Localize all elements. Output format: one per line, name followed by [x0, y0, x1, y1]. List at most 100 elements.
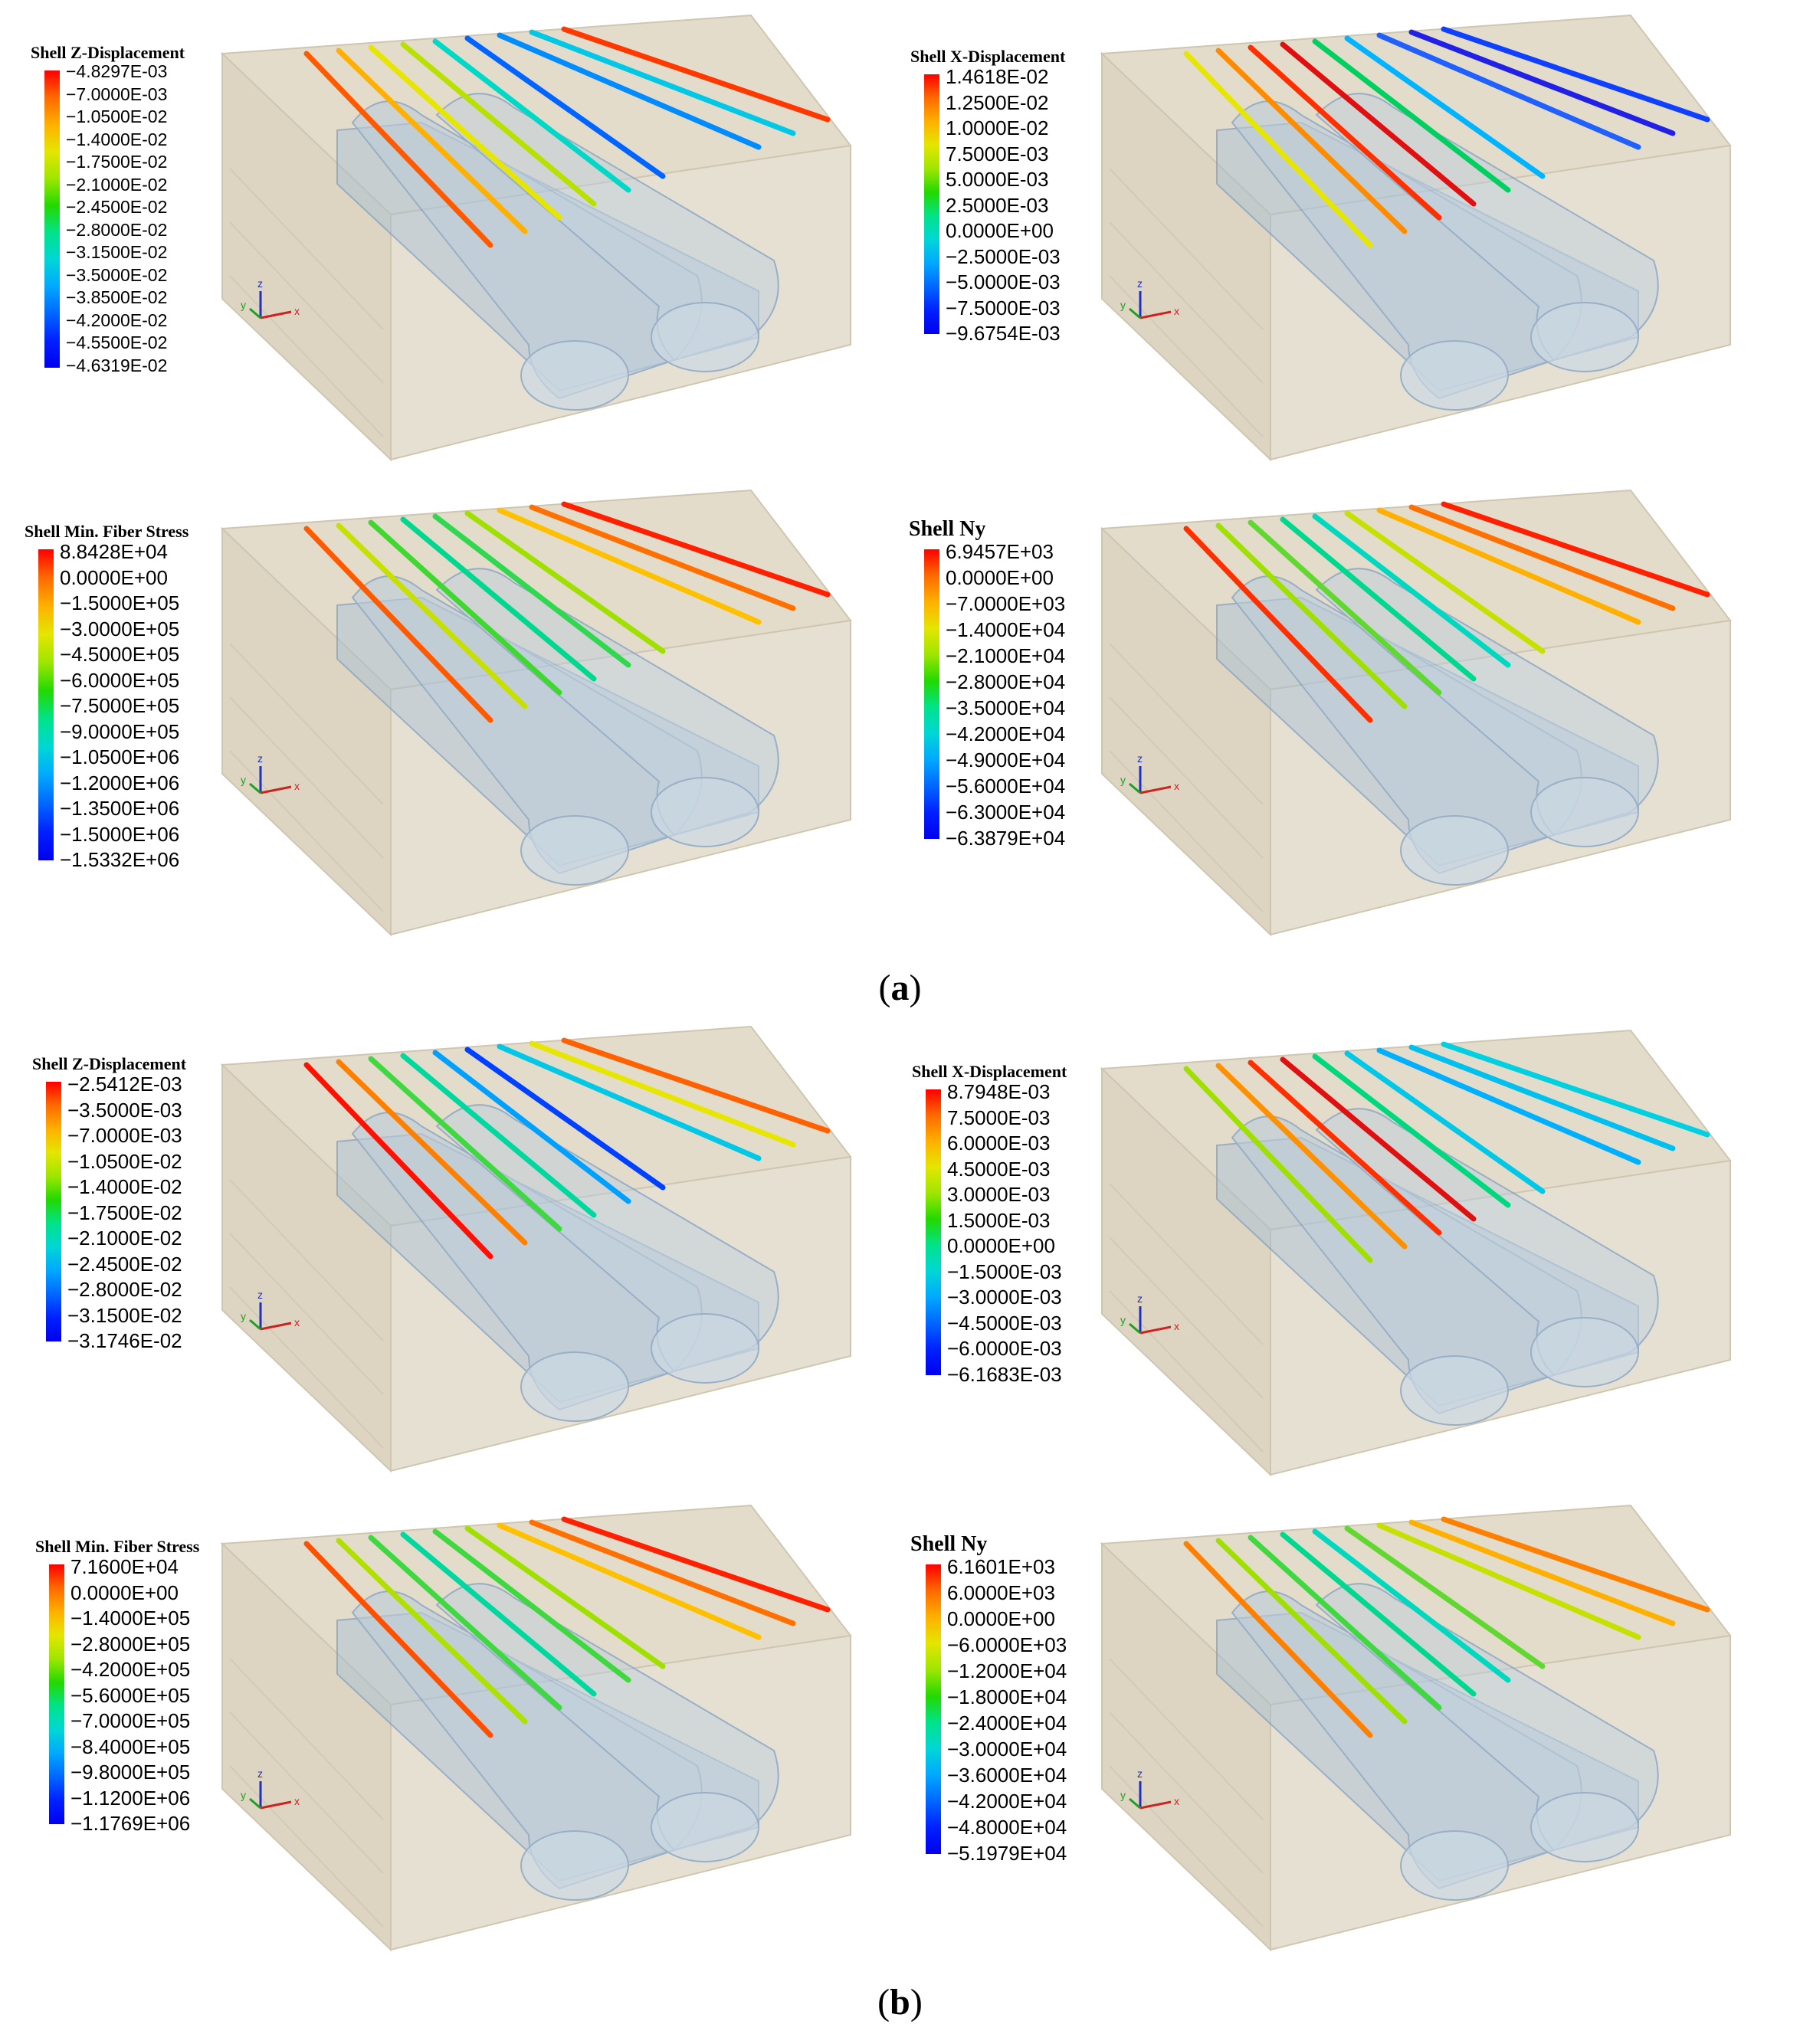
- station-structure: [1216, 1583, 1659, 1901]
- pipeline-7: [1376, 1522, 1641, 1640]
- legend-value: 2.5000E-03: [946, 193, 1049, 217]
- soil-seam: [1109, 1237, 1264, 1399]
- legend-value: −3.8500E-02: [66, 287, 168, 307]
- legend-value: −5.6000E+05: [70, 1683, 191, 1707]
- axis-x-line: [1139, 1325, 1172, 1335]
- legend-value: −1.1200E+06: [70, 1786, 191, 1810]
- pipeline-2: [336, 1059, 528, 1246]
- legend-value: 6.9457E+03: [946, 540, 1054, 563]
- pipeline-8: [529, 504, 796, 611]
- pipeline-6: [464, 510, 666, 654]
- caption-b-label: b: [890, 1982, 910, 2023]
- legend-value: −4.8297E-03: [66, 61, 168, 81]
- pipeline-3: [368, 1535, 562, 1711]
- legend-value: −9.6754E-03: [946, 322, 1061, 345]
- axis-z-label: z: [1137, 1767, 1143, 1780]
- legend-value: −3.5000E-03: [67, 1098, 182, 1122]
- axis-y-label: y: [241, 1789, 246, 1801]
- legend-value: −2.8000E-02: [67, 1278, 182, 1301]
- axis-y-line: [249, 1318, 261, 1331]
- tunnel-right-end: [651, 777, 759, 847]
- station-structure: [1216, 1108, 1659, 1426]
- legend-value: −1.7500E-02: [67, 1201, 182, 1224]
- soil-seam: [1109, 696, 1264, 859]
- legend-value: −1.5000E+06: [60, 822, 180, 846]
- pipeline-2: [1215, 1538, 1408, 1725]
- legend-value: −2.1000E-02: [67, 1227, 182, 1250]
- legend-value: 7.5000E-03: [947, 1106, 1051, 1129]
- pipeline-7: [1376, 1047, 1641, 1165]
- legend-value: −6.3879E+04: [946, 827, 1066, 850]
- axis-y-label: y: [241, 1310, 246, 1322]
- legend-value: −2.8000E+05: [70, 1632, 191, 1656]
- axis-z-label: z: [257, 1289, 263, 1301]
- legend-value: 1.2500E-02: [946, 90, 1049, 114]
- legend-value: −1.5000E-03: [947, 1259, 1062, 1283]
- axis-y-line: [1129, 307, 1141, 319]
- scene-b4: z x y: [1100, 1504, 1732, 1952]
- tunnel-right-end: [1530, 1792, 1639, 1862]
- tunnel-left-end: [520, 340, 629, 411]
- axis-y-line: [1129, 1797, 1141, 1810]
- tunnel-left-end: [520, 815, 629, 886]
- color-scale-bar: [46, 1082, 61, 1341]
- axis-triad: z x y: [1120, 1767, 1179, 1810]
- legend-value: −1.2000E+06: [60, 771, 180, 794]
- soil-seam: [1109, 221, 1264, 384]
- color-scale-bar: [924, 74, 939, 334]
- axis-x-line: [1139, 785, 1172, 794]
- pipeline-9: [561, 501, 831, 598]
- axis-x-label: x: [1174, 1320, 1179, 1332]
- legend-value: 6.0000E-03: [947, 1132, 1051, 1155]
- pipeline-1: [303, 1541, 493, 1738]
- color-scale-bar: [924, 549, 939, 839]
- legend-value: −2.4500E-02: [66, 197, 168, 217]
- pipeline-5: [1312, 38, 1511, 193]
- soil-box-front-face: [390, 1155, 851, 1472]
- axis-x-line: [1139, 1800, 1172, 1810]
- tunnel-left-end: [520, 1351, 629, 1422]
- panel-b1: z x y Shell Z-Displacement −2.5412E-03 −3.500…: [23, 1025, 904, 1494]
- legend-value: 7.5000E-03: [946, 142, 1049, 165]
- scene-a1: z x y: [220, 14, 852, 462]
- legend-value: 6.1601E+03: [947, 1555, 1055, 1578]
- axis-x-label: x: [294, 1316, 300, 1328]
- legend-value: −4.5000E+05: [60, 643, 180, 666]
- axis-y-label: y: [241, 774, 246, 786]
- panel-a2: z x y Shell X-Displacement 1.4618E-02 1.2500E…: [903, 14, 1784, 483]
- legend-value: −3.1746E-02: [67, 1329, 182, 1352]
- panel-a3: z x y Shell Min. Fiber Stress 8.8428E+04 0.00…: [23, 489, 904, 958]
- station-structure: [1216, 568, 1659, 886]
- legend-value: −2.1000E+04: [946, 644, 1066, 667]
- pipeline-3: [1248, 1535, 1442, 1711]
- tunnel-right-end: [1530, 302, 1639, 372]
- pipeline-4: [1280, 1056, 1477, 1222]
- legend-value: −6.0000E+03: [947, 1633, 1067, 1656]
- scene-a4: z x y: [1100, 489, 1732, 937]
- pipeline-4: [400, 41, 597, 207]
- axis-y-line: [249, 307, 261, 319]
- legend-value: −4.8000E+04: [947, 1816, 1067, 1839]
- station-structure: [336, 1104, 779, 1422]
- legend-value: −2.8000E+04: [946, 670, 1066, 693]
- tunnel-right-end: [651, 1792, 759, 1862]
- pipeline-3: [368, 44, 562, 221]
- soil-seam: [1109, 275, 1264, 437]
- legend-value: −2.4000E+04: [947, 1712, 1067, 1734]
- legend-value: −7.5000E+05: [60, 694, 180, 717]
- pipeline-2: [1215, 522, 1408, 709]
- soil-seam: [1109, 1290, 1264, 1453]
- soil-seam: [1109, 1765, 1264, 1928]
- legend-value: 1.0000E-02: [946, 116, 1049, 139]
- pipeline-4: [400, 516, 597, 682]
- scene-a2: z x y: [1100, 14, 1732, 462]
- pipeline-6: [1344, 1050, 1546, 1194]
- legend-title: Shell Ny: [909, 517, 986, 541]
- legend-value: −4.2000E-02: [66, 310, 168, 330]
- soil-seam: [229, 1179, 384, 1341]
- legend-value: 0.0000E+00: [60, 565, 168, 589]
- axis-triad: z x y: [1120, 1292, 1179, 1335]
- legend-value: 1.4618E-02: [946, 65, 1049, 88]
- panel-b4: z x y Shell Ny 6.1601E+03 6.0000E+03 0.0000E+0…: [903, 1504, 1784, 1973]
- axis-y-line: [249, 782, 261, 794]
